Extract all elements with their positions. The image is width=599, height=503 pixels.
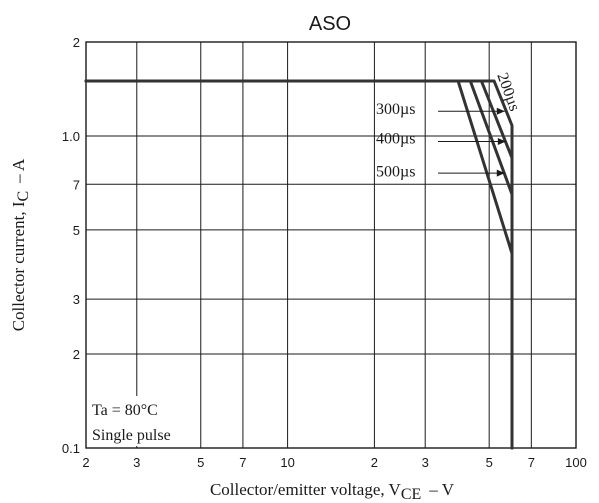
arrow-head	[496, 107, 505, 115]
plot-frame	[85, 41, 577, 449]
series-label-3: 500µs	[376, 163, 415, 180]
y-tick-label: 0.1	[62, 441, 80, 456]
x-tick-label: 100	[565, 455, 587, 470]
x-axis-label: Collector/emitter voltage, VCE – V	[210, 480, 455, 503]
x-axis-label-sub: CE	[401, 486, 421, 503]
x-tick-label: 7	[528, 455, 535, 470]
arrow-head	[497, 137, 506, 145]
x-tick-label: 2	[371, 455, 378, 470]
y-axis-label-sub: C	[15, 191, 32, 202]
y-tick-label: 1.0	[62, 129, 80, 144]
annotation-temperature: Ta = 80°C	[92, 402, 158, 419]
x-axis-label-unit: – V	[428, 480, 454, 499]
x-tick-label: 7	[239, 455, 246, 470]
y-tick-label: 2	[73, 347, 80, 362]
x-tick-label: 5	[486, 455, 493, 470]
x-tick-label: 2	[82, 455, 89, 470]
x-axis-label-main: Collector/emitter voltage, V	[210, 480, 402, 499]
arrow-head	[496, 169, 505, 177]
y-tick-label: 2	[73, 35, 80, 50]
series-label-1: 300µs	[376, 101, 415, 118]
annotation-pulse: Single pulse	[92, 427, 171, 444]
y-axis-label: Collector current, IC – A	[9, 158, 32, 331]
y-tick-label: 7	[73, 177, 80, 192]
y-tick-label: 3	[73, 292, 80, 307]
y-tick-label: 5	[73, 223, 80, 238]
series-label-2: 400µs	[376, 131, 415, 148]
x-tick-label: 3	[133, 455, 140, 470]
x-tick-label: 5	[197, 455, 204, 470]
y-axis-label-main: Collector current, I	[9, 201, 28, 331]
curves	[84, 79, 514, 450]
y-axis-label-unit: – A	[9, 158, 28, 184]
y-tick-labels: 0.1 2 3 5 7 1.0 2	[62, 35, 80, 456]
series-line-3	[84, 79, 514, 450]
x-tick-label: 10	[280, 455, 294, 470]
x-tick-label: 3	[422, 455, 429, 470]
annotation-background	[88, 396, 200, 446]
x-tick-labels: 2 3 5 7 10 2 3 5 7 100	[82, 455, 586, 470]
chart-title: ASO	[309, 13, 351, 35]
